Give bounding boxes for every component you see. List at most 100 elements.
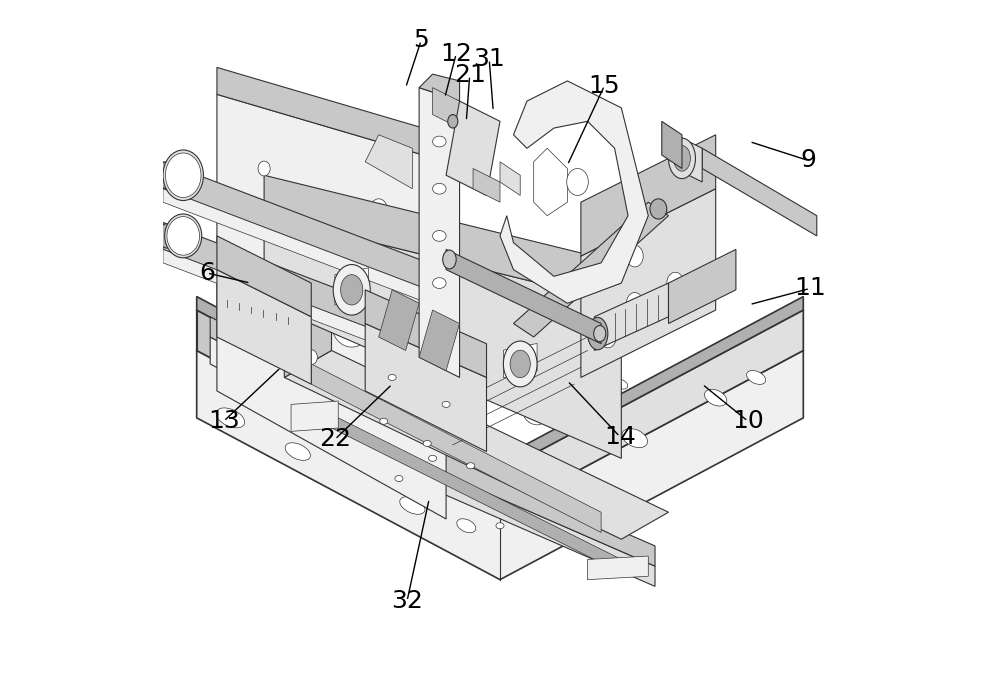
Text: 10: 10: [732, 409, 764, 433]
Ellipse shape: [705, 390, 727, 406]
Ellipse shape: [457, 519, 476, 532]
Polygon shape: [419, 74, 460, 101]
Ellipse shape: [271, 236, 325, 303]
Polygon shape: [311, 364, 601, 532]
Polygon shape: [163, 162, 446, 297]
Polygon shape: [311, 404, 621, 573]
Ellipse shape: [170, 220, 196, 251]
Ellipse shape: [359, 386, 372, 396]
Polygon shape: [668, 249, 736, 324]
Ellipse shape: [443, 250, 456, 269]
Polygon shape: [446, 101, 500, 195]
Polygon shape: [500, 162, 520, 195]
Ellipse shape: [165, 214, 202, 257]
Ellipse shape: [341, 275, 363, 305]
Ellipse shape: [169, 158, 197, 193]
Polygon shape: [291, 401, 338, 431]
Text: 31: 31: [473, 47, 505, 71]
Polygon shape: [675, 135, 702, 182]
Ellipse shape: [169, 220, 197, 252]
Polygon shape: [284, 350, 668, 539]
Polygon shape: [513, 202, 668, 337]
Polygon shape: [581, 135, 716, 256]
Polygon shape: [419, 88, 460, 377]
Polygon shape: [534, 148, 567, 216]
Polygon shape: [163, 222, 446, 357]
Ellipse shape: [216, 408, 245, 428]
Polygon shape: [197, 350, 803, 580]
Ellipse shape: [400, 497, 425, 514]
Polygon shape: [365, 290, 487, 377]
Text: 11: 11: [794, 276, 826, 301]
Polygon shape: [163, 249, 446, 371]
Text: 9: 9: [800, 148, 816, 173]
Ellipse shape: [172, 222, 194, 249]
Ellipse shape: [534, 469, 560, 488]
Polygon shape: [197, 297, 803, 472]
Ellipse shape: [524, 411, 543, 425]
Polygon shape: [594, 283, 668, 350]
Ellipse shape: [667, 272, 684, 294]
Ellipse shape: [433, 278, 446, 288]
Ellipse shape: [379, 377, 391, 392]
Polygon shape: [365, 135, 412, 189]
Ellipse shape: [594, 326, 606, 342]
Ellipse shape: [503, 341, 537, 387]
Ellipse shape: [668, 138, 695, 179]
Ellipse shape: [626, 245, 643, 267]
Ellipse shape: [278, 296, 290, 311]
Ellipse shape: [429, 456, 437, 461]
Ellipse shape: [370, 199, 387, 219]
Polygon shape: [217, 67, 446, 162]
Ellipse shape: [433, 183, 446, 194]
Ellipse shape: [242, 357, 260, 371]
Ellipse shape: [507, 379, 520, 389]
Ellipse shape: [380, 418, 388, 425]
Ellipse shape: [467, 462, 475, 469]
Ellipse shape: [496, 523, 504, 528]
Ellipse shape: [168, 156, 198, 194]
Polygon shape: [284, 404, 655, 586]
Ellipse shape: [560, 526, 575, 539]
Text: 15: 15: [589, 73, 620, 98]
Ellipse shape: [494, 353, 506, 362]
Ellipse shape: [439, 271, 453, 295]
Ellipse shape: [448, 115, 458, 128]
Ellipse shape: [650, 199, 667, 219]
Polygon shape: [284, 384, 655, 566]
Polygon shape: [416, 309, 449, 345]
Ellipse shape: [388, 374, 396, 380]
Polygon shape: [210, 317, 311, 391]
Ellipse shape: [588, 317, 608, 350]
Text: 22: 22: [319, 427, 351, 452]
Polygon shape: [446, 249, 601, 344]
Ellipse shape: [599, 326, 616, 348]
Ellipse shape: [305, 350, 317, 365]
Ellipse shape: [167, 216, 200, 255]
Ellipse shape: [410, 365, 428, 377]
Polygon shape: [264, 175, 621, 303]
Polygon shape: [217, 270, 311, 384]
Polygon shape: [163, 189, 446, 310]
Ellipse shape: [622, 429, 648, 448]
Ellipse shape: [258, 161, 270, 176]
Text: 13: 13: [208, 409, 240, 433]
Polygon shape: [335, 268, 369, 305]
Polygon shape: [500, 310, 803, 512]
Polygon shape: [379, 290, 419, 350]
Ellipse shape: [421, 315, 444, 345]
Ellipse shape: [433, 136, 446, 147]
Polygon shape: [264, 216, 621, 458]
Polygon shape: [500, 81, 648, 303]
Ellipse shape: [423, 441, 431, 446]
Ellipse shape: [264, 226, 331, 313]
Polygon shape: [419, 310, 460, 371]
Polygon shape: [588, 556, 648, 580]
Polygon shape: [433, 88, 460, 128]
Ellipse shape: [510, 350, 530, 377]
Text: 14: 14: [604, 425, 636, 449]
Polygon shape: [581, 189, 716, 377]
Ellipse shape: [567, 168, 588, 195]
Ellipse shape: [442, 401, 450, 407]
Text: 12: 12: [440, 42, 472, 66]
